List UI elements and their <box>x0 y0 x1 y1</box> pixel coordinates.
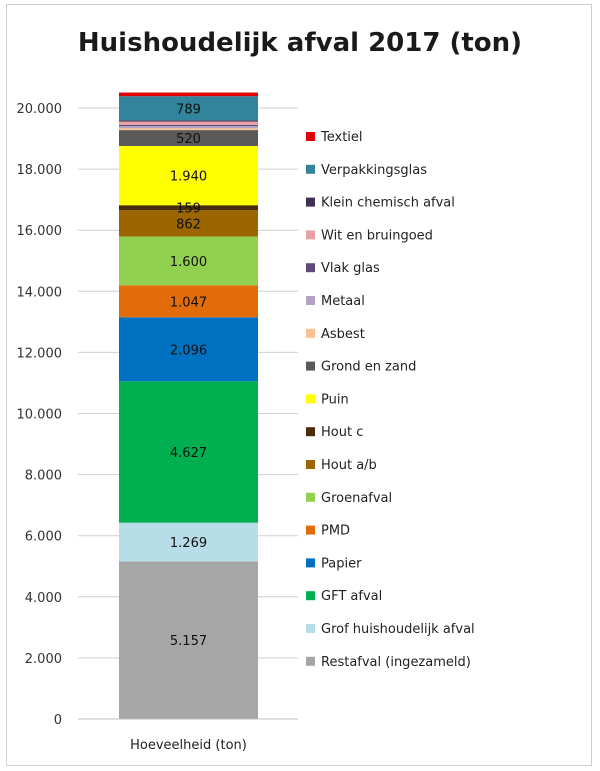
y-tick-label: 6.000 <box>25 530 62 545</box>
bar-segment <box>119 210 258 237</box>
legend: Textiel Verpakkingsglas Klein chemisch afv… <box>306 130 475 670</box>
data-label: 1.047 <box>170 295 207 310</box>
bar-segment <box>119 130 258 146</box>
y-tick-label: 12.000 <box>17 346 63 361</box>
legend-swatch <box>306 492 315 502</box>
legend-label: Hout a/b <box>321 458 377 473</box>
legend-swatch <box>306 591 315 601</box>
legend-label: Textiel <box>320 130 363 145</box>
data-label: 1.600 <box>170 255 207 270</box>
legend-label: Metaal <box>321 294 365 309</box>
y-tick-label: 14.000 <box>17 285 63 300</box>
data-label: 862 <box>176 217 201 232</box>
legend-label: Verpakkingsglas <box>321 163 427 178</box>
y-tick-label: 18.000 <box>17 163 63 178</box>
legend-label: Asbest <box>321 327 365 342</box>
chart-frame <box>6 4 592 766</box>
legend-label: Puin <box>321 392 349 407</box>
legend-swatch <box>306 296 315 305</box>
legend-swatch <box>306 164 315 174</box>
bar-segment <box>119 236 258 286</box>
legend-swatch <box>306 427 315 437</box>
bar-segment <box>119 124 258 127</box>
bar-segment <box>119 381 258 523</box>
legend-swatch <box>306 361 315 371</box>
data-label: 1.940 <box>170 170 207 185</box>
legend-swatch <box>306 656 315 666</box>
legend-label: GFT afval <box>321 589 382 604</box>
legend-swatch <box>306 558 315 568</box>
bar-segment <box>119 145 258 206</box>
legend-swatch <box>306 460 315 469</box>
bar-segment <box>119 126 258 129</box>
legend-label: Grof huishoudelijk afval <box>321 622 475 637</box>
data-label: 4.627 <box>170 446 207 461</box>
bar-segments <box>119 92 258 719</box>
legend-label: Wit en bruingoed <box>321 228 433 243</box>
data-label: 520 <box>176 132 201 147</box>
y-tick-label: 16.000 <box>17 224 63 239</box>
bar-segment <box>119 121 258 125</box>
legend-label: Papier <box>321 556 362 571</box>
data-label: 2.096 <box>170 343 207 358</box>
legend-swatch <box>306 394 315 404</box>
legend-swatch <box>306 525 315 535</box>
legend-swatch <box>306 230 315 240</box>
data-label: 5.157 <box>170 634 207 649</box>
y-tick-label: 20.000 <box>17 102 63 117</box>
data-label: 1.269 <box>170 536 207 551</box>
legend-label: Hout c <box>321 425 363 440</box>
y-axis-ticks: 0 2.000 4.000 6.000 8.000 10.000 12.000 14.000 1… <box>17 102 63 728</box>
x-axis: Hoeveelheid (ton) <box>78 718 298 753</box>
legend-swatch <box>306 132 315 141</box>
legend-swatch <box>306 624 315 633</box>
legend-label: Restafval (ingezameld) <box>321 655 471 670</box>
bar-segment <box>119 92 258 97</box>
y-tick-label: 2.000 <box>25 652 62 667</box>
bar-segment <box>119 96 258 121</box>
y-tick-label: 10.000 <box>17 408 63 423</box>
bar-segment <box>119 128 258 131</box>
legend-swatch <box>306 197 315 207</box>
chart-title: Huishoudelijk afval 2017 (ton) <box>77 28 523 58</box>
bar-segment <box>119 285 258 318</box>
data-label: 159 <box>176 202 201 217</box>
legend-swatch <box>306 328 315 338</box>
data-label: 789 <box>176 102 201 117</box>
legend-label: Klein chemisch afval <box>321 196 455 211</box>
bar-segment <box>119 205 258 211</box>
y-tick-label: 8.000 <box>25 469 62 484</box>
bar-segment <box>119 522 258 562</box>
legend-label: Grond en zand <box>321 360 416 375</box>
legend-swatch <box>306 263 315 273</box>
bar-segment <box>119 120 258 122</box>
legend-label: PMD <box>321 524 350 539</box>
legend-label: Vlak glas <box>321 261 380 276</box>
x-category-label: Hoeveelheid (ton) <box>130 738 247 753</box>
y-tick-label: 4.000 <box>25 591 62 606</box>
bar-segment <box>119 317 258 382</box>
bar-segment <box>119 561 258 719</box>
y-tick-label: 0 <box>54 713 62 728</box>
legend-label: Groenafval <box>321 491 392 506</box>
